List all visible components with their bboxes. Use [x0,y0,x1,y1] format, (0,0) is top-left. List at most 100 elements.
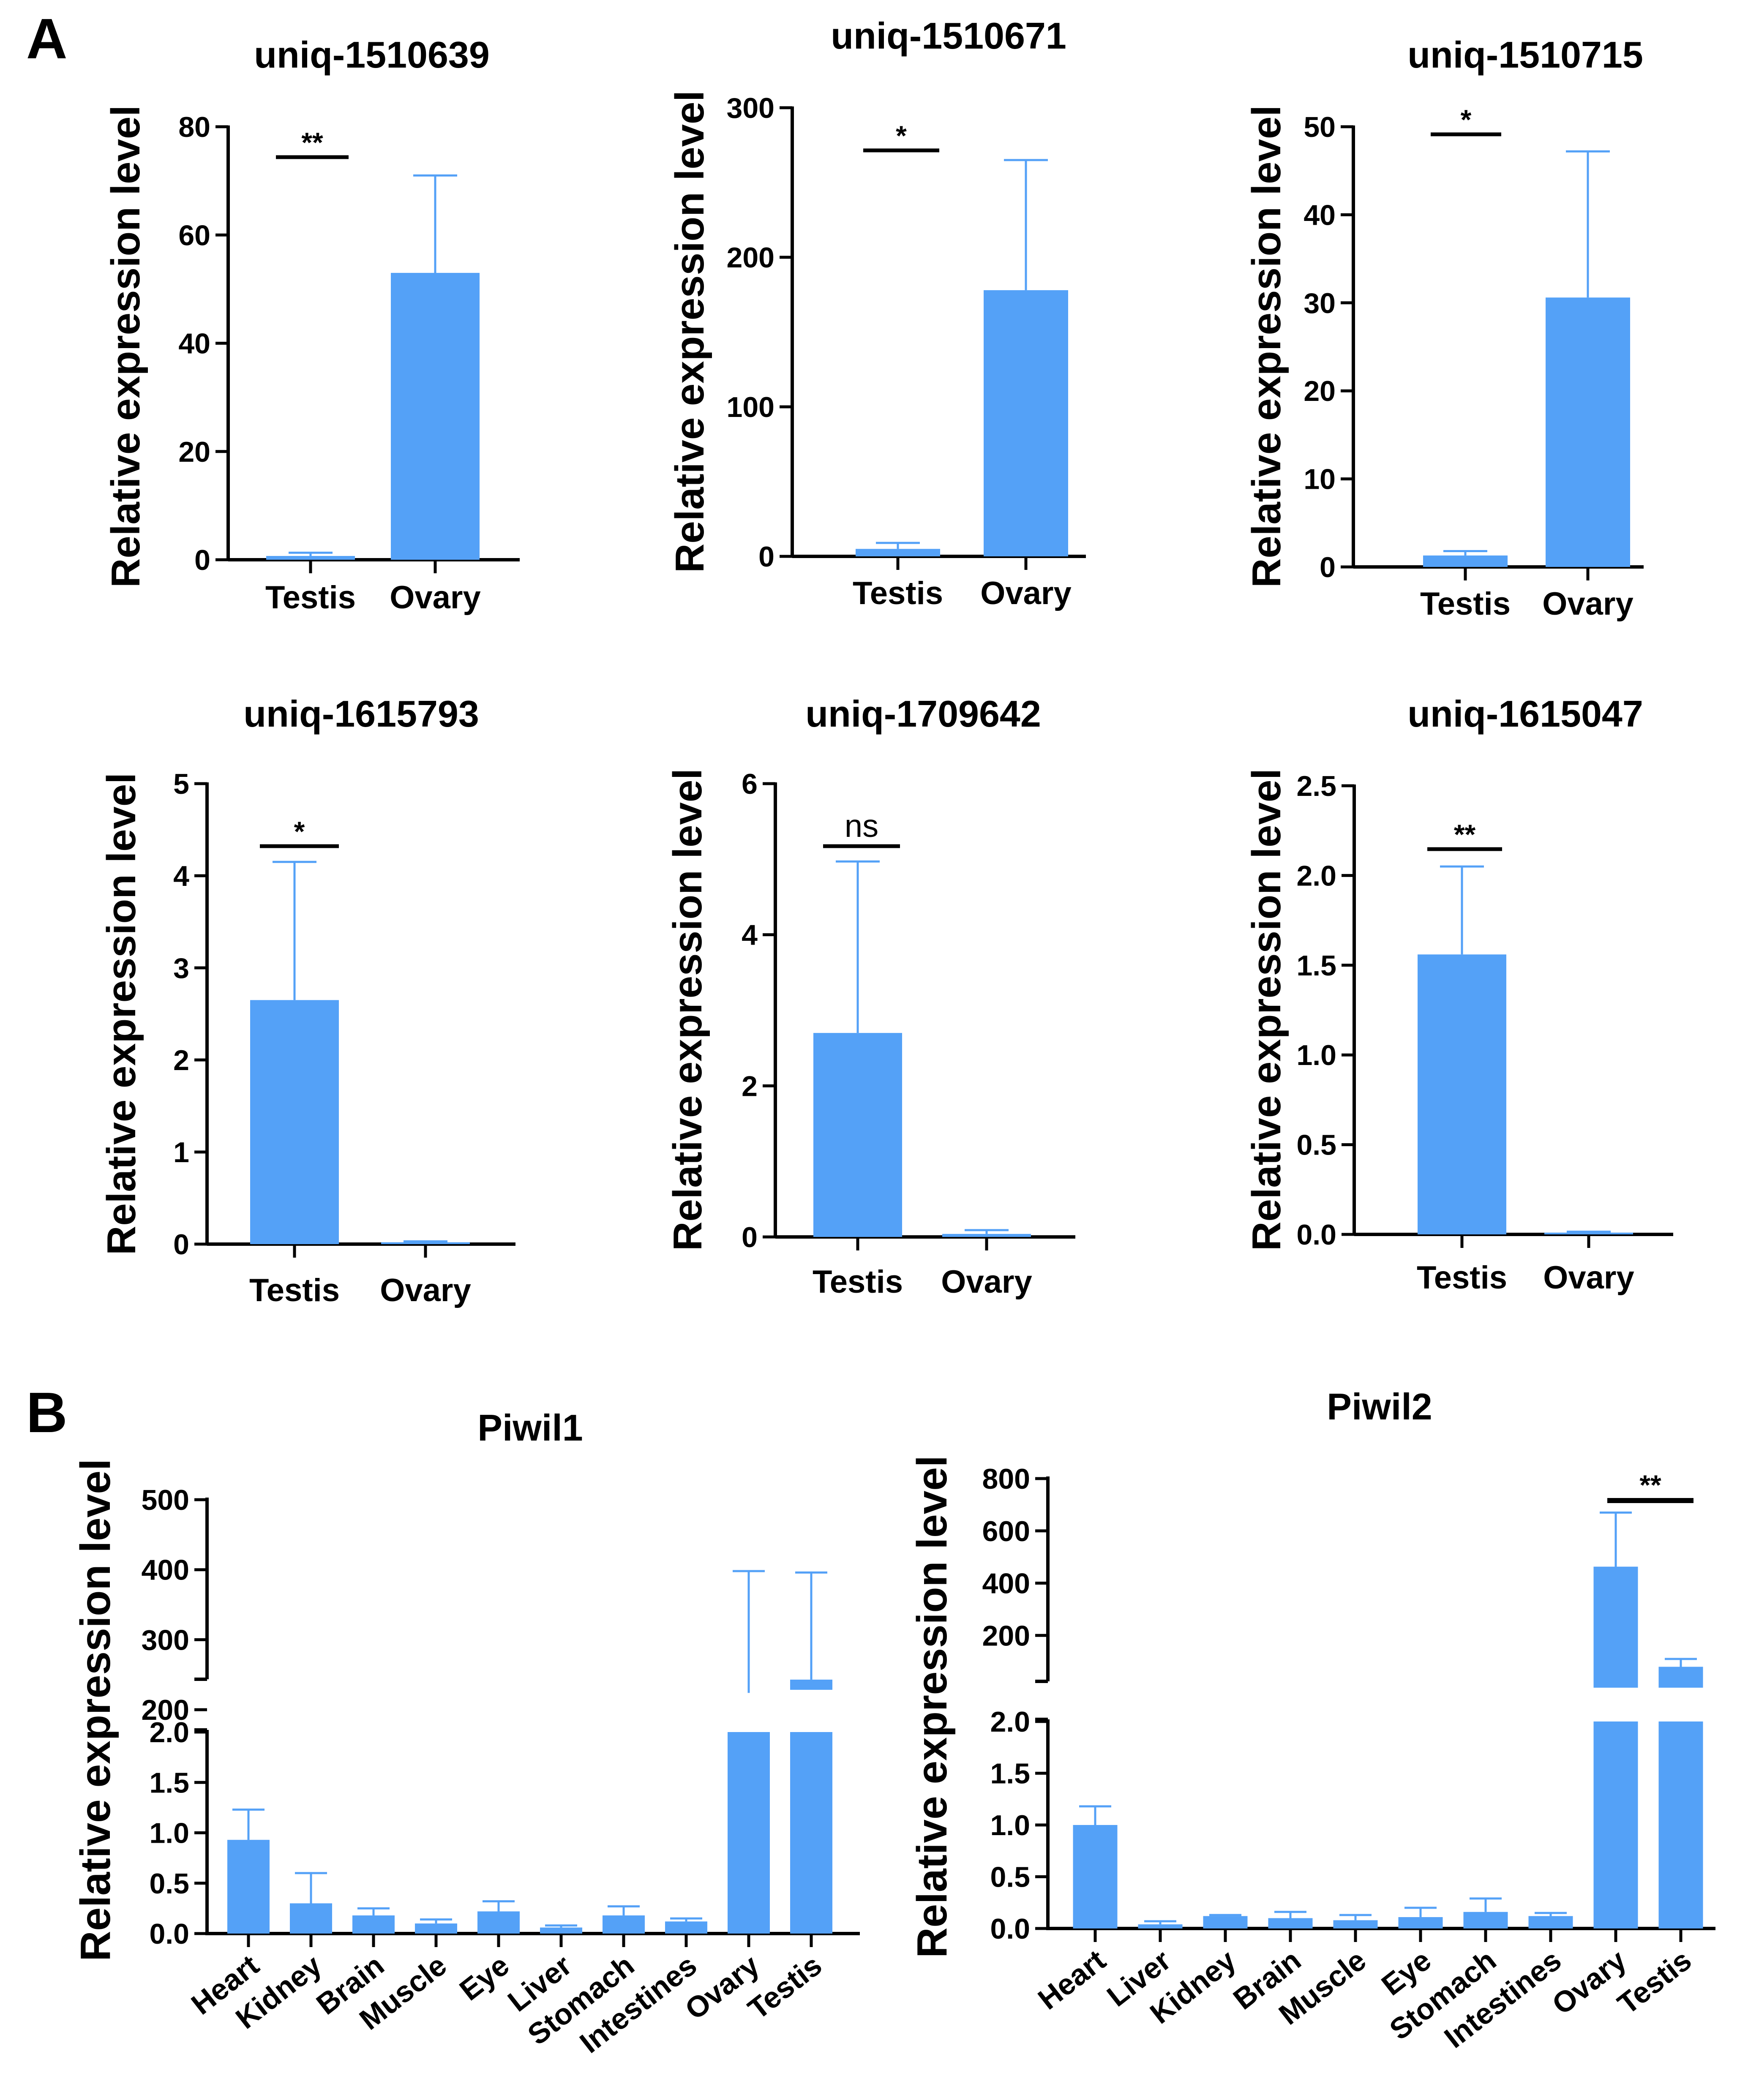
y-tick-label: 0.0 [990,1913,1030,1945]
bar-heart [227,1840,270,1934]
y-axis-label: Relative expression level [665,768,710,1251]
chart-a6: uniq-1615047 Relative expression level 0.0… [1244,693,1673,1296]
y-tick-label: 2.0 [1296,860,1336,892]
chart-title: uniq-1510671 [831,15,1066,57]
bar-stomach [1463,1912,1508,1928]
bar-testis [250,1000,339,1244]
bar-testis-upper [790,1679,832,1690]
y-tick-label: 0.5 [1296,1129,1336,1161]
x-tick-label: Ovary [1543,1260,1634,1296]
bar-testis-upper [1658,1667,1703,1688]
y-tick-label: 1.5 [1296,950,1336,982]
panel-label-a: A [26,7,68,71]
x-tick-label: Testis [265,580,356,616]
y-axis-label: Relative expression level [1244,768,1289,1251]
y-axis-label: Relative expression level [103,105,148,588]
y-tick-label: 4 [742,919,758,951]
y-tick-label: 4 [173,860,189,892]
significance-label: ** [1639,1469,1661,1501]
bar-brain [352,1915,395,1934]
bar-kidney [290,1903,332,1934]
y-tick-label: 6 [742,768,758,800]
bar-testis [856,549,940,556]
chart-a5: uniq-1709642 Relative expression level 0 2 4… [665,693,1075,1300]
bar-ovary-upper [1593,1566,1638,1688]
y-tick-label: 2.0 [149,1716,189,1749]
bar-testis-lower [1658,1721,1703,1928]
chart-title: Piwil1 [477,1407,583,1449]
y-tick-label: 2 [742,1070,758,1102]
y-tick-label: 0 [1320,551,1336,583]
chart-b1: Piwil1 Relative expression level 0.0 0.5 1.0… [72,1407,860,2059]
significance-label: ns [845,808,878,844]
x-tick-label: Testis [249,1272,340,1308]
significance-label: * [294,816,305,847]
y-axis-label: Relative expression level [667,90,712,573]
bar-ovary [391,272,480,560]
x-tick-label: Ovary [1542,586,1633,622]
x-tick-label: Eye [453,1948,515,2007]
x-tick-label: Heart [1032,1943,1112,2016]
chart-b2: Piwil2 Relative expression level 0.0 0.5 1.0… [908,1386,1715,2054]
chart-a4: uniq-1615793 Relative expression level 0 1 2… [99,693,515,1308]
y-tick-label: 1.0 [1296,1039,1336,1071]
y-tick-label: 2 [173,1044,189,1076]
bar-eye [477,1911,520,1934]
y-tick-label: 1.5 [149,1767,189,1799]
y-tick-label: 20 [1304,375,1336,407]
y-tick-label: 2.0 [990,1706,1030,1738]
bar-brain [1268,1918,1313,1928]
y-tick-label: 200 [982,1620,1030,1652]
chart-a1: uniq-1510639 Relative expression level 0 20… [103,34,520,616]
bar-ovary [1544,1232,1633,1234]
y-tick-label: 1.5 [990,1758,1030,1790]
y-tick-label: 60 [178,219,210,251]
x-tick-label: Ovary [941,1264,1032,1300]
bar-muscle [1333,1920,1378,1928]
chart-a3: uniq-1510715 Relative expression level 0 10… [1244,34,1644,622]
y-tick-label: 100 [727,391,774,423]
chart-title: uniq-1615793 [243,693,479,735]
bar-ovary [1546,297,1630,567]
bar-ovary [942,1234,1031,1237]
bar-eye [1398,1917,1443,1928]
y-tick-label: 200 [142,1694,189,1726]
bar-ovary-lower [728,1732,770,1934]
y-tick-label: 30 [1304,287,1336,319]
y-tick-label: 1.0 [149,1817,189,1849]
x-tick-label: Testis [813,1264,903,1300]
y-tick-label: 2.5 [1296,770,1336,802]
x-tick-label: Testis [853,575,943,611]
y-tick-label: 20 [178,436,210,468]
bar-ovary-lower [1593,1721,1638,1928]
bar-ovary [381,1242,470,1244]
bar-stomach [603,1915,645,1934]
chart-title: uniq-1709642 [805,693,1041,735]
y-tick-label: 1.0 [990,1809,1030,1841]
bar-liver [1138,1924,1183,1928]
x-tick-label: Ovary [980,575,1072,611]
y-tick-label: 0.0 [1296,1219,1336,1251]
y-tick-label: 50 [1304,111,1336,143]
x-tick-label: Ovary [380,1272,471,1308]
y-tick-label: 0 [758,541,774,573]
chart-title: uniq-1615047 [1407,693,1643,735]
x-tick-label: Testis [1612,1943,1697,2021]
chart-title: uniq-1510715 [1407,34,1643,76]
y-tick-label: 1 [173,1136,189,1168]
significance-label: ** [301,127,323,158]
y-axis-label: Relative expression level [908,1455,956,1958]
y-tick-label: 400 [142,1554,189,1586]
y-tick-label: 0 [173,1228,189,1261]
y-tick-label: 800 [982,1463,1030,1495]
y-axis-label: Relative expression level [99,773,144,1255]
y-axis-label: Relative expression level [1244,105,1289,588]
bar-intestines [1528,1916,1573,1928]
x-tick-label: Testis [742,1948,828,2026]
y-tick-label: 3 [173,952,189,984]
x-tick-label: Ovary [679,1948,765,2026]
y-tick-label: 0.5 [149,1868,189,1900]
y-axis-label: Relative expression level [72,1459,119,1961]
